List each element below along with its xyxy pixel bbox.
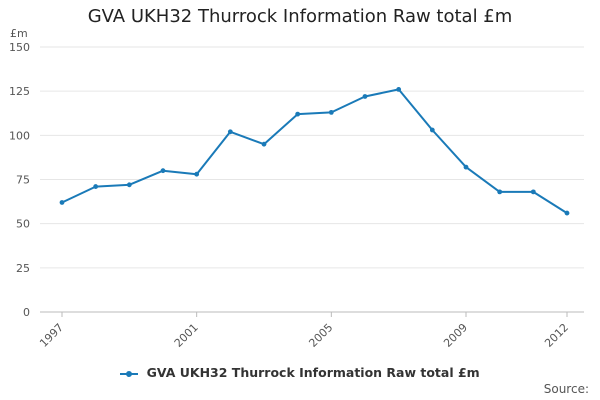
legend[interactable]: GVA UKH32 Thurrock Information Raw total… [0, 365, 600, 380]
data-point[interactable] [194, 171, 200, 177]
y-tick-label: 100 [9, 129, 30, 142]
y-tick-label: 150 [9, 41, 30, 54]
data-point[interactable] [227, 129, 233, 135]
data-point[interactable] [396, 87, 402, 92]
data-point[interactable] [59, 200, 65, 205]
x-axis: 1997 2001 2005 2009 2012 [37, 312, 571, 350]
y-axis-unit-label: £m [10, 27, 28, 40]
y-tick-label: 125 [9, 85, 30, 98]
data-point[interactable] [429, 127, 435, 133]
data-point[interactable] [93, 184, 99, 189]
data-point[interactable] [295, 111, 301, 117]
series-line [61, 88, 568, 214]
legend-swatch [120, 369, 139, 379]
x-tick-label: 2005 [306, 321, 335, 350]
source-label: Source: [543, 382, 589, 396]
series-layer [59, 87, 570, 216]
data-point[interactable] [362, 94, 368, 99]
x-tick-label: 2012 [542, 321, 571, 350]
y-axis-ticks: 0 25 50 75 100 125 150 [9, 41, 30, 319]
data-point[interactable] [261, 141, 267, 147]
chart-title: GVA UKH32 Thurrock Information Raw total… [87, 6, 513, 27]
gridlines [40, 46, 584, 313]
x-tick-label: 1997 [37, 321, 66, 350]
legend-label: GVA UKH32 Thurrock Information Raw total… [146, 365, 480, 380]
data-point[interactable] [160, 168, 166, 174]
data-point[interactable] [463, 164, 469, 170]
y-tick-label: 0 [23, 306, 30, 319]
data-point[interactable] [126, 182, 132, 188]
y-tick-label: 50 [16, 218, 30, 231]
data-point[interactable] [497, 189, 503, 195]
x-tick-label: 2001 [172, 321, 201, 350]
data-point[interactable] [564, 210, 570, 216]
data-point[interactable] [530, 189, 536, 195]
x-tick-label: 2009 [441, 321, 470, 350]
y-tick-label: 25 [16, 262, 30, 275]
y-tick-label: 75 [16, 174, 30, 187]
data-point[interactable] [328, 109, 334, 115]
